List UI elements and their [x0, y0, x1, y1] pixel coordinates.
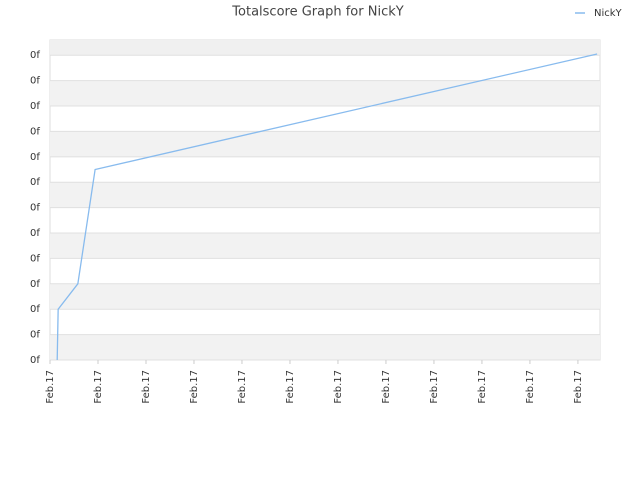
- x-tick-label: Feb.17: [237, 370, 248, 404]
- y-tick-label: 0f: [30, 126, 40, 137]
- x-tick-label: Feb.17: [285, 370, 296, 404]
- x-tick-label: Feb.17: [525, 370, 536, 404]
- y-tick-label: 0f: [30, 76, 40, 87]
- y-tick-label: 0f: [30, 203, 40, 214]
- grid-band: [50, 80, 600, 107]
- grid-band: [50, 283, 600, 310]
- y-tick-label: 0f: [30, 253, 40, 264]
- y-tick-label: 0f: [30, 330, 40, 341]
- x-tick-label: Feb.17: [429, 370, 440, 404]
- grid-band: [50, 182, 600, 208]
- x-tick-label: Feb.17: [381, 370, 392, 404]
- chart-title: Totalscore Graph for NickY: [231, 5, 403, 20]
- grid-band: [50, 233, 600, 259]
- plot-top-band: [50, 40, 600, 56]
- grid-band: [50, 131, 600, 157]
- legend-label: NickY: [594, 8, 623, 19]
- y-tick-label: 0f: [30, 152, 40, 163]
- y-tick-label: 0f: [30, 228, 40, 239]
- x-tick-label: Feb.17: [333, 370, 344, 404]
- y-tick-label: 0f: [30, 101, 40, 112]
- x-tick-label: Feb.17: [189, 370, 200, 404]
- x-tick-label: Feb.17: [477, 370, 488, 404]
- line-series: [56, 53, 598, 361]
- x-tick-label: Feb.17: [93, 370, 104, 404]
- y-tick-label: 0f: [30, 279, 40, 290]
- x-tick-label: Feb.17: [45, 370, 56, 404]
- x-tick-label: Feb.17: [573, 370, 584, 404]
- y-tick-label: 0f: [30, 304, 40, 315]
- y-tick-label: 0f: [30, 50, 40, 61]
- grid-band: [50, 334, 600, 360]
- y-tick-label: 0f: [30, 177, 40, 188]
- y-tick-label: 0f: [30, 355, 40, 366]
- x-tick-label: Feb.17: [141, 370, 152, 404]
